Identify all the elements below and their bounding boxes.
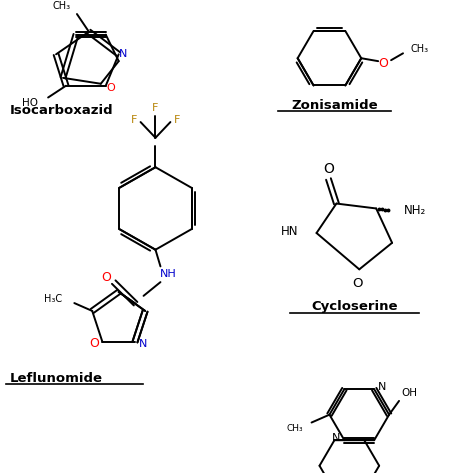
Text: Cycloserine: Cycloserine <box>311 300 398 313</box>
Text: Isocarboxazid: Isocarboxazid <box>9 104 113 117</box>
Text: F: F <box>174 115 181 125</box>
Text: H₃C: H₃C <box>44 294 63 304</box>
Text: O: O <box>90 337 100 350</box>
Text: HN: HN <box>281 225 299 237</box>
Text: N: N <box>139 338 147 349</box>
Text: NH₂: NH₂ <box>404 204 426 217</box>
Text: N: N <box>118 49 127 59</box>
Text: N: N <box>378 382 386 392</box>
Text: CH₃: CH₃ <box>411 45 429 55</box>
Text: CH₃: CH₃ <box>53 1 71 11</box>
Text: F: F <box>130 115 137 125</box>
Text: NH: NH <box>160 269 177 279</box>
Text: O: O <box>101 271 111 284</box>
Text: OH: OH <box>401 388 417 398</box>
Text: CH₃: CH₃ <box>287 424 304 433</box>
Text: HO: HO <box>22 99 38 109</box>
Text: Zonisamide: Zonisamide <box>291 99 378 112</box>
Text: O: O <box>378 56 388 70</box>
Text: Leflunomide: Leflunomide <box>9 372 102 385</box>
Text: O: O <box>323 162 334 176</box>
Text: O: O <box>352 277 363 290</box>
Text: N: N <box>332 433 341 443</box>
Text: O: O <box>106 82 115 93</box>
Text: F: F <box>152 103 159 113</box>
